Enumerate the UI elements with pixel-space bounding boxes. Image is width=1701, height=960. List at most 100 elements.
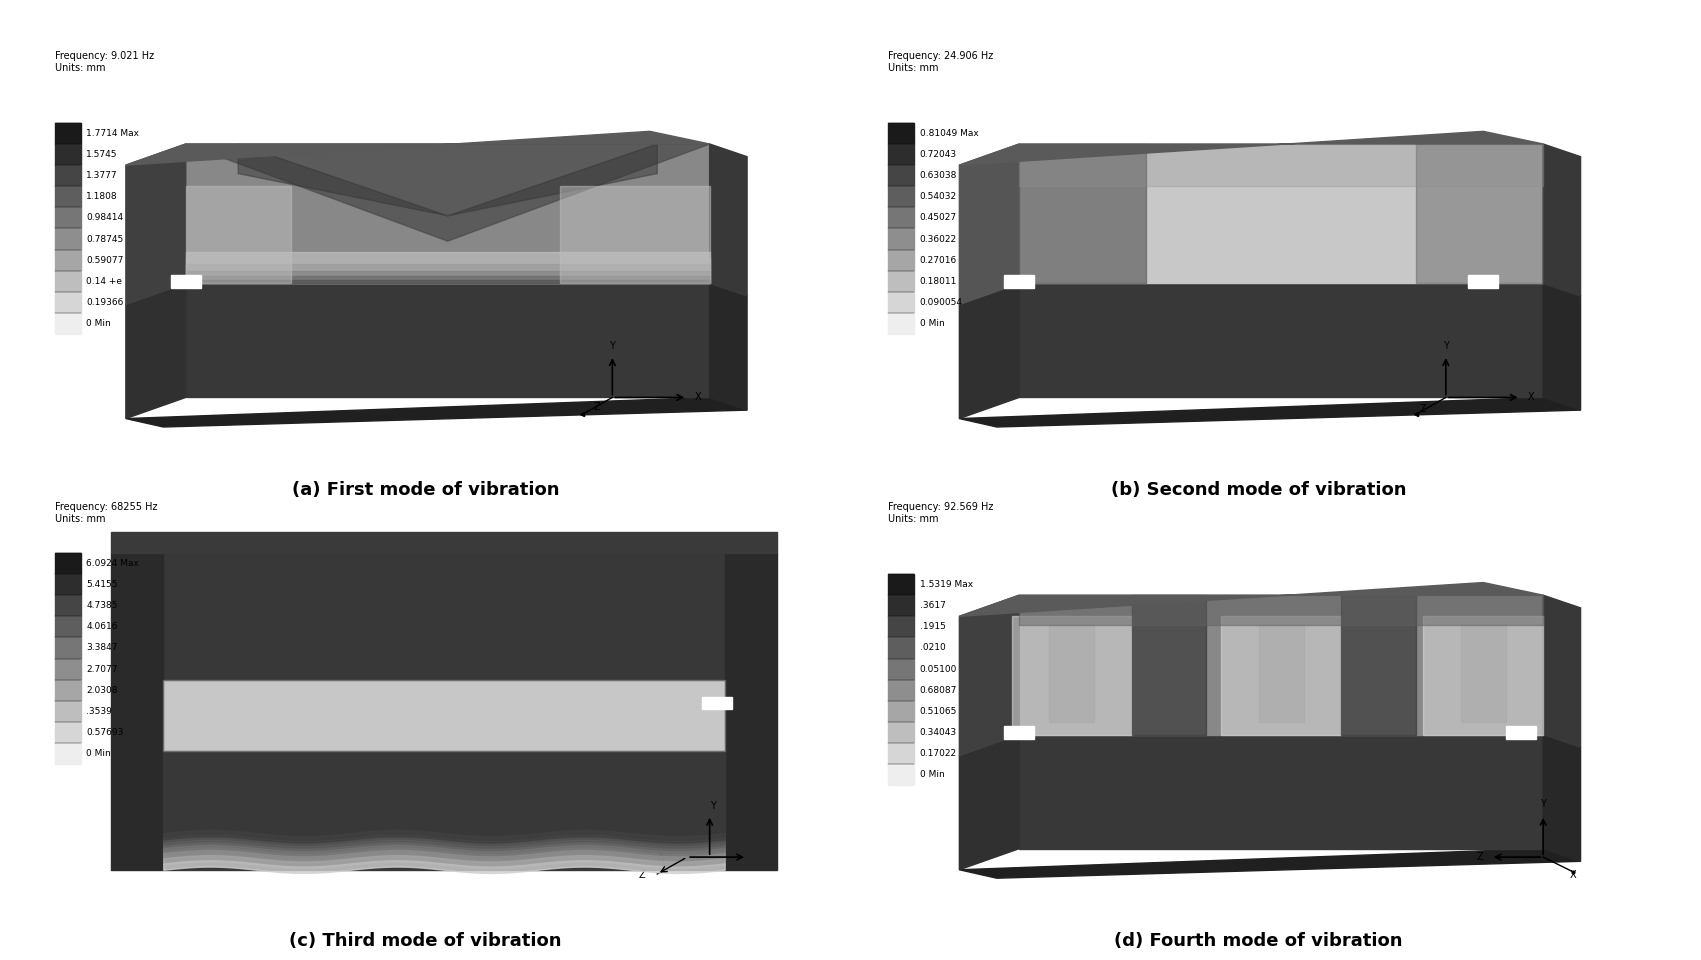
Polygon shape: [185, 283, 709, 397]
Polygon shape: [1019, 283, 1543, 397]
Text: 1.5319 Max: 1.5319 Max: [920, 580, 973, 589]
Polygon shape: [54, 186, 82, 207]
Polygon shape: [888, 764, 915, 785]
Polygon shape: [1019, 144, 1543, 186]
Text: 3.3847: 3.3847: [87, 643, 117, 653]
Text: 0.54032: 0.54032: [920, 192, 958, 202]
Text: Z: Z: [640, 870, 646, 879]
Text: Frequency: 68255 Hz
Units: mm: Frequency: 68255 Hz Units: mm: [54, 502, 156, 524]
Text: Frequency: 92.569 Hz
Units: mm: Frequency: 92.569 Hz Units: mm: [888, 502, 993, 524]
Polygon shape: [888, 292, 915, 313]
Polygon shape: [163, 680, 725, 752]
Text: X: X: [1527, 393, 1534, 402]
Text: 0.57693: 0.57693: [87, 728, 124, 737]
Polygon shape: [1259, 625, 1303, 722]
Text: (a) First mode of vibration: (a) First mode of vibration: [291, 481, 560, 499]
Polygon shape: [1543, 144, 1580, 296]
Polygon shape: [959, 583, 1543, 616]
Text: 0.18011: 0.18011: [920, 276, 958, 286]
Polygon shape: [54, 701, 82, 722]
Polygon shape: [888, 250, 915, 271]
Text: (c) Third mode of vibration: (c) Third mode of vibration: [289, 932, 561, 950]
Polygon shape: [54, 637, 82, 659]
Text: 6.0924 Max: 6.0924 Max: [87, 559, 139, 568]
Text: Z: Z: [594, 401, 600, 412]
Polygon shape: [725, 553, 777, 870]
Polygon shape: [1004, 275, 1034, 288]
Text: 0 Min: 0 Min: [87, 319, 111, 328]
Text: Frequency: 24.906 Hz
Units: mm: Frequency: 24.906 Hz Units: mm: [888, 51, 993, 73]
Polygon shape: [888, 144, 915, 165]
Text: 0.19366: 0.19366: [87, 298, 124, 307]
Polygon shape: [54, 659, 82, 680]
Polygon shape: [163, 752, 725, 870]
Polygon shape: [888, 186, 915, 207]
Text: 0.59077: 0.59077: [87, 255, 124, 265]
Polygon shape: [888, 616, 915, 637]
Text: 0.68087: 0.68087: [920, 685, 958, 695]
Text: 0.36022: 0.36022: [920, 234, 958, 244]
Polygon shape: [888, 637, 915, 659]
Polygon shape: [54, 595, 82, 616]
Text: 1.1808: 1.1808: [87, 192, 117, 202]
Text: Y: Y: [609, 341, 616, 351]
Text: 0.27016: 0.27016: [920, 255, 958, 265]
Polygon shape: [111, 553, 163, 870]
Polygon shape: [709, 283, 747, 410]
Polygon shape: [1468, 275, 1499, 288]
Polygon shape: [560, 186, 709, 283]
Text: X: X: [1570, 870, 1577, 879]
Polygon shape: [170, 275, 201, 288]
Text: 0.78745: 0.78745: [87, 234, 124, 244]
Polygon shape: [163, 553, 725, 680]
Polygon shape: [1050, 625, 1094, 722]
Polygon shape: [185, 144, 709, 283]
Polygon shape: [703, 697, 731, 709]
Polygon shape: [959, 595, 1019, 756]
Text: 0.98414: 0.98414: [87, 213, 124, 223]
Polygon shape: [888, 701, 915, 722]
Polygon shape: [54, 165, 82, 186]
Polygon shape: [888, 659, 915, 680]
Polygon shape: [888, 228, 915, 250]
Text: 0 Min: 0 Min: [87, 749, 111, 758]
Text: Y: Y: [709, 802, 716, 811]
Text: .0210: .0210: [920, 643, 946, 653]
Polygon shape: [709, 144, 747, 296]
Text: 5.4155: 5.4155: [87, 580, 117, 589]
Polygon shape: [54, 250, 82, 271]
Text: .3539: .3539: [87, 707, 112, 716]
Text: .3617: .3617: [920, 601, 946, 611]
Text: 0.45027: 0.45027: [920, 213, 958, 223]
Polygon shape: [1543, 283, 1580, 410]
Polygon shape: [1131, 595, 1206, 734]
Polygon shape: [54, 722, 82, 743]
Polygon shape: [888, 574, 915, 595]
Polygon shape: [1019, 734, 1543, 849]
Polygon shape: [1461, 625, 1505, 722]
Polygon shape: [126, 283, 185, 419]
Polygon shape: [1019, 144, 1543, 283]
Polygon shape: [54, 123, 82, 144]
Text: Frequency: 9.021 Hz
Units: mm: Frequency: 9.021 Hz Units: mm: [54, 51, 153, 73]
Polygon shape: [54, 271, 82, 292]
Text: 4.7385: 4.7385: [87, 601, 117, 611]
Polygon shape: [888, 595, 915, 616]
Polygon shape: [959, 144, 1019, 304]
Polygon shape: [888, 722, 915, 743]
Polygon shape: [185, 186, 291, 283]
Polygon shape: [126, 144, 185, 304]
Polygon shape: [54, 680, 82, 701]
Polygon shape: [888, 743, 915, 764]
Polygon shape: [54, 292, 82, 313]
Text: 0 Min: 0 Min: [920, 319, 944, 328]
Polygon shape: [1340, 595, 1415, 734]
Text: 0.81049 Max: 0.81049 Max: [920, 129, 978, 138]
Polygon shape: [1019, 595, 1543, 734]
Polygon shape: [959, 132, 1543, 165]
Text: .1915: .1915: [920, 622, 946, 632]
Text: (d) Fourth mode of vibration: (d) Fourth mode of vibration: [1114, 932, 1403, 950]
Text: 1.3777: 1.3777: [87, 171, 117, 180]
Text: 0.14 +e: 0.14 +e: [87, 276, 122, 286]
Polygon shape: [888, 123, 915, 144]
